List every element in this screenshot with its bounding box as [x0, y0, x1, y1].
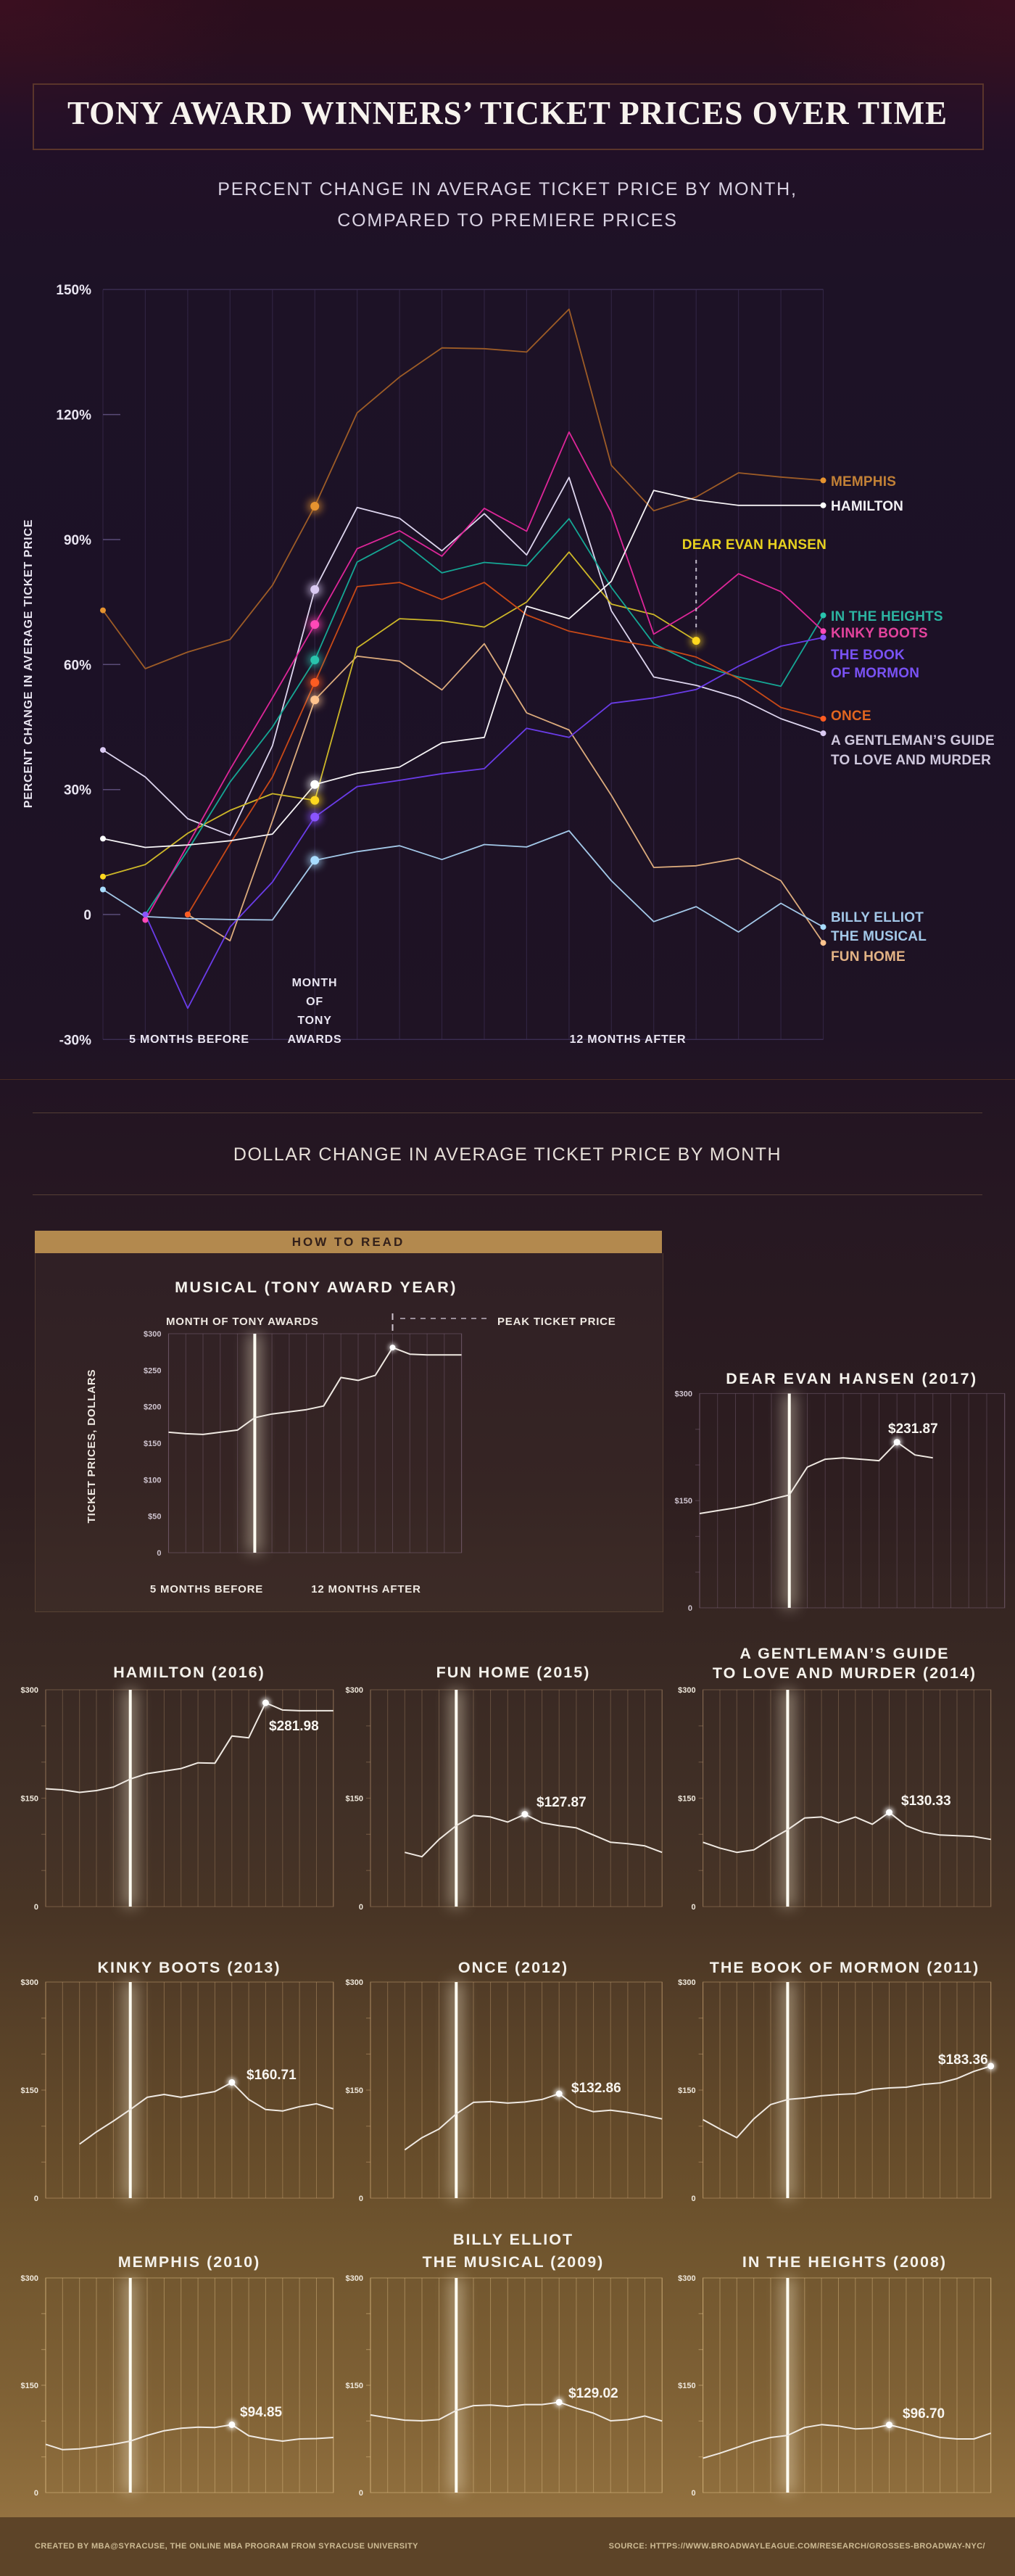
svg-text:ONCE (2012): ONCE (2012) — [458, 1959, 568, 1976]
svg-text:$100: $100 — [144, 1476, 161, 1485]
svg-text:0: 0 — [359, 1903, 363, 1912]
svg-text:$250: $250 — [144, 1366, 161, 1375]
svg-text:OF: OF — [306, 996, 323, 1008]
svg-text:5 MONTHS BEFORE: 5 MONTHS BEFORE — [129, 1033, 249, 1046]
svg-text:$94.85: $94.85 — [240, 2405, 283, 2420]
svg-text:0: 0 — [83, 908, 91, 923]
svg-text:60%: 60% — [64, 658, 91, 673]
svg-text:ONCE: ONCE — [831, 709, 871, 724]
svg-text:HAMILTON (2016): HAMILTON (2016) — [113, 1664, 265, 1681]
svg-text:THE MUSICAL: THE MUSICAL — [831, 929, 927, 944]
svg-text:$127.87: $127.87 — [536, 1795, 587, 1810]
svg-text:0: 0 — [688, 1604, 692, 1613]
svg-text:0: 0 — [359, 2489, 363, 2498]
svg-text:120%: 120% — [56, 408, 91, 424]
svg-text:$300: $300 — [21, 1686, 38, 1695]
svg-text:HAMILTON: HAMILTON — [831, 499, 903, 514]
svg-text:$150: $150 — [346, 2382, 363, 2390]
svg-text:DEAR EVAN HANSEN (2017): DEAR EVAN HANSEN (2017) — [726, 1370, 977, 1387]
svg-text:A GENTLEMAN’S GUIDE: A GENTLEMAN’S GUIDE — [740, 1645, 949, 1662]
svg-text:0: 0 — [34, 2195, 38, 2203]
svg-text:150%: 150% — [56, 283, 91, 298]
svg-text:BILLY ELLIOT: BILLY ELLIOT — [831, 910, 924, 925]
svg-text:$300: $300 — [346, 1686, 363, 1695]
svg-text:$300: $300 — [144, 1330, 161, 1339]
svg-text:$160.71: $160.71 — [246, 2068, 297, 2083]
svg-text:KINKY BOOTS (2013): KINKY BOOTS (2013) — [97, 1959, 281, 1976]
svg-text:$300: $300 — [346, 1978, 363, 1987]
svg-text:$96.70: $96.70 — [903, 2406, 945, 2422]
svg-text:0: 0 — [359, 2195, 363, 2203]
svg-text:MONTH: MONTH — [292, 977, 338, 989]
svg-text:90%: 90% — [64, 533, 91, 548]
svg-text:0: 0 — [34, 1903, 38, 1912]
svg-text:-30%: -30% — [59, 1033, 91, 1048]
svg-text:MEMPHIS: MEMPHIS — [831, 474, 896, 490]
svg-text:MEMPHIS (2010): MEMPHIS (2010) — [118, 2253, 260, 2271]
svg-text:0: 0 — [691, 1903, 695, 1912]
svg-text:$183.36: $183.36 — [938, 2052, 988, 2068]
svg-text:$132.86: $132.86 — [571, 2081, 621, 2096]
svg-text:TICKET PRICES, DOLLARS: TICKET PRICES, DOLLARS — [86, 1369, 98, 1524]
svg-text:THE MUSICAL (2009): THE MUSICAL (2009) — [423, 2253, 605, 2271]
svg-text:$129.02: $129.02 — [568, 2386, 618, 2401]
svg-text:0: 0 — [691, 2195, 695, 2203]
svg-text:$300: $300 — [346, 2274, 363, 2283]
svg-text:FUN HOME: FUN HOME — [831, 949, 906, 965]
svg-text:0: 0 — [691, 2489, 695, 2498]
svg-text:$300: $300 — [21, 2274, 38, 2283]
svg-text:12 MONTHS AFTER: 12 MONTHS AFTER — [311, 1583, 420, 1595]
svg-text:$300: $300 — [678, 1686, 695, 1695]
svg-text:IN THE HEIGHTS: IN THE HEIGHTS — [831, 609, 943, 624]
svg-text:0: 0 — [157, 1549, 161, 1558]
svg-text:IN THE HEIGHTS (2008): IN THE HEIGHTS (2008) — [742, 2253, 947, 2271]
svg-text:MUSICAL (TONY AWARD YEAR): MUSICAL (TONY AWARD YEAR) — [175, 1279, 457, 1296]
svg-text:PEAK TICKET PRICE: PEAK TICKET PRICE — [497, 1316, 616, 1328]
svg-text:$150: $150 — [678, 2382, 695, 2390]
svg-text:TO LOVE AND MURDER: TO LOVE AND MURDER — [831, 753, 991, 768]
svg-text:FUN HOME (2015): FUN HOME (2015) — [436, 1664, 591, 1681]
svg-text:$300: $300 — [675, 1390, 692, 1399]
svg-text:A GENTLEMAN’S GUIDE: A GENTLEMAN’S GUIDE — [831, 733, 995, 748]
svg-text:$200: $200 — [144, 1403, 161, 1412]
svg-text:$231.87: $231.87 — [888, 1421, 938, 1437]
svg-text:$300: $300 — [678, 2274, 695, 2283]
svg-text:DEAR EVAN HANSEN: DEAR EVAN HANSEN — [682, 537, 826, 553]
svg-text:BILLY ELLIOT: BILLY ELLIOT — [453, 2231, 573, 2248]
svg-text:KINKY BOOTS: KINKY BOOTS — [831, 626, 928, 641]
svg-text:$150: $150 — [346, 2086, 363, 2095]
svg-text:OF MORMON: OF MORMON — [831, 666, 919, 681]
svg-text:TO LOVE AND MURDER (2014): TO LOVE AND MURDER (2014) — [713, 1664, 977, 1682]
svg-text:5 MONTHS BEFORE: 5 MONTHS BEFORE — [150, 1583, 263, 1595]
svg-text:$150: $150 — [21, 2086, 38, 2095]
svg-text:$150: $150 — [21, 2382, 38, 2390]
svg-text:$150: $150 — [675, 1497, 692, 1506]
svg-text:$300: $300 — [678, 1978, 695, 1987]
svg-text:TONY: TONY — [297, 1015, 331, 1027]
svg-text:0: 0 — [34, 2489, 38, 2498]
svg-text:12 MONTHS AFTER: 12 MONTHS AFTER — [570, 1033, 687, 1046]
svg-text:30%: 30% — [64, 783, 91, 798]
svg-text:THE BOOK OF MORMON (2011): THE BOOK OF MORMON (2011) — [710, 1959, 980, 1976]
svg-text:$300: $300 — [21, 1978, 38, 1987]
svg-text:$130.33: $130.33 — [901, 1793, 951, 1809]
svg-text:PERCENT CHANGE IN AVERAGE TICK: PERCENT CHANGE IN AVERAGE TICKET PRICE — [22, 519, 35, 808]
svg-text:THE BOOK: THE BOOK — [831, 648, 905, 663]
svg-text:$50: $50 — [148, 1513, 161, 1522]
svg-text:$150: $150 — [678, 2086, 695, 2095]
svg-text:MONTH OF TONY AWARDS: MONTH OF TONY AWARDS — [166, 1316, 319, 1328]
svg-text:$281.98: $281.98 — [269, 1719, 319, 1734]
svg-text:AWARDS: AWARDS — [287, 1033, 341, 1046]
svg-text:$150: $150 — [678, 1795, 695, 1804]
svg-text:$150: $150 — [346, 1795, 363, 1804]
svg-text:$150: $150 — [144, 1440, 161, 1448]
svg-text:$150: $150 — [21, 1795, 38, 1804]
